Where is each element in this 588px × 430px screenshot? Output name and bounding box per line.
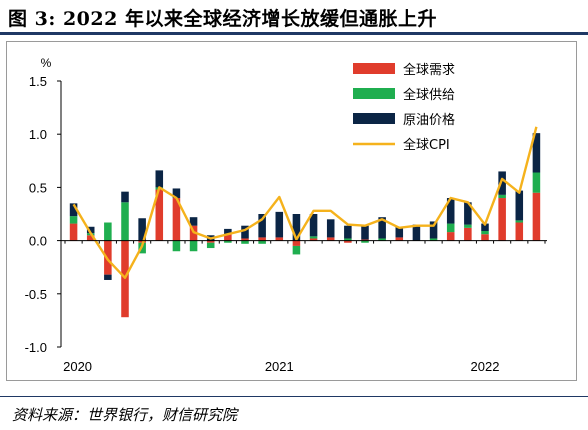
bar-全球供给 [189,240,198,252]
bar-原油价格 [464,202,472,225]
bar-全球供给 [378,238,386,241]
bar-全球供给 [498,194,506,199]
bar-全球需求 [224,234,232,241]
bar-全球需求 [206,240,215,243]
y-tick-label: 0.0 [29,234,47,249]
legend-label: 原油价格 [403,112,455,128]
bar-原油价格 [292,214,301,241]
y-tick-label: 1.0 [29,127,47,142]
bar-原油价格 [104,274,112,280]
bar-原油价格 [121,191,129,203]
bar-原油价格 [258,214,266,238]
bar-全球供给 [224,240,232,243]
cpi-line [72,126,538,280]
bar-全球供给 [121,202,129,241]
bar-全球需求 [361,239,369,241]
bar-原油价格 [275,211,284,238]
bar-全球需求 [344,240,352,243]
bar-全球需求 [464,227,472,241]
bar-原油价格 [429,221,438,239]
bar-全球供给 [258,240,266,244]
bar-原油价格 [241,225,249,239]
bar-原油价格 [515,190,524,221]
y-tick-label: 0.5 [29,180,47,195]
bar-原油价格 [361,225,369,240]
source-note: 资料来源：世界银行，财信研究院 [12,406,238,424]
bar-全球需求 [86,235,95,241]
x-tick-label: 2022 [471,359,500,374]
bar-全球需求 [532,192,541,241]
bar-原油价格 [224,228,232,235]
bar-全球需求 [292,240,301,246]
bar-全球供给 [361,240,369,243]
legend-label: 全球供给 [403,87,455,103]
chart-svg: % 1.5 1.0 0.5 0.0 -0.5 -1.0 2020 2021 2022 全球需求全球供… [25,56,547,374]
legend-swatch [353,88,395,99]
bar-原油价格 [86,226,95,234]
bar-全球供给 [464,224,472,228]
legend-label: 全球CPI [403,137,450,153]
bar-原油价格 [344,225,352,239]
bar-全球供给 [292,245,301,255]
bar-全球需求 [258,237,266,241]
bar-原油价格 [326,219,335,238]
y-tick-label: -0.5 [25,287,47,302]
bar-原油价格 [481,223,489,232]
x-tick-label: 2021 [265,359,294,374]
bar-全球需求 [481,234,489,241]
bar-全球需求 [326,237,335,241]
bar-原油价格 [446,198,455,224]
bar-全球供给 [104,222,112,241]
bar-原油价格 [189,217,198,226]
bar-全球供给 [206,242,215,249]
bar-全球供给 [309,236,318,239]
bar-全球供给 [429,238,438,241]
bar-全球需求 [241,238,249,241]
bar-全球供给 [481,231,489,235]
bar-全球需求 [395,237,404,241]
bar-全球供给 [446,223,455,233]
bar-原油价格 [138,218,146,241]
y-tick-label: -1.0 [25,340,47,355]
bar-原油价格 [378,217,386,239]
bar-全球供给 [532,172,541,193]
bar-原油价格 [412,224,421,241]
bar-全球需求 [309,238,318,241]
source-rule [0,396,588,397]
bar-原油价格 [69,203,78,217]
bar-全球需求 [172,198,181,241]
title-rule [0,32,588,35]
legend-swatch [353,63,395,74]
bar-全球需求 [515,222,524,241]
figure-title: 图 3: 2022 年以来全球经济增长放缓但通胀上升 [8,8,437,30]
bar-全球需求 [155,189,164,241]
unit-label: % [41,56,52,70]
bar-全球供给 [344,238,352,241]
legend-label: 全球需求 [403,62,455,78]
bar-全球供给 [241,240,249,244]
bar-原油价格 [309,214,318,237]
bar-原油价格 [395,226,404,238]
bar-全球供给 [69,216,78,224]
bar-全球需求 [446,232,455,241]
legend-swatch [353,113,395,124]
bar-原油价格 [155,170,164,188]
bar-全球供给 [515,220,524,223]
bar-原油价格 [532,133,541,173]
bar-全球需求 [69,223,78,241]
chart-frame: % 1.5 1.0 0.5 0.0 -0.5 -1.0 2020 2021 2022 全球需求全球供… [6,41,577,381]
bar-原油价格 [498,171,506,195]
bar-原油价格 [172,188,181,199]
bar-全球需求 [498,198,506,241]
bar-全球需求 [275,237,284,241]
bar-全球供给 [172,240,181,252]
y-tick-label: 1.5 [29,74,47,89]
x-tick-label: 2020 [63,359,92,374]
